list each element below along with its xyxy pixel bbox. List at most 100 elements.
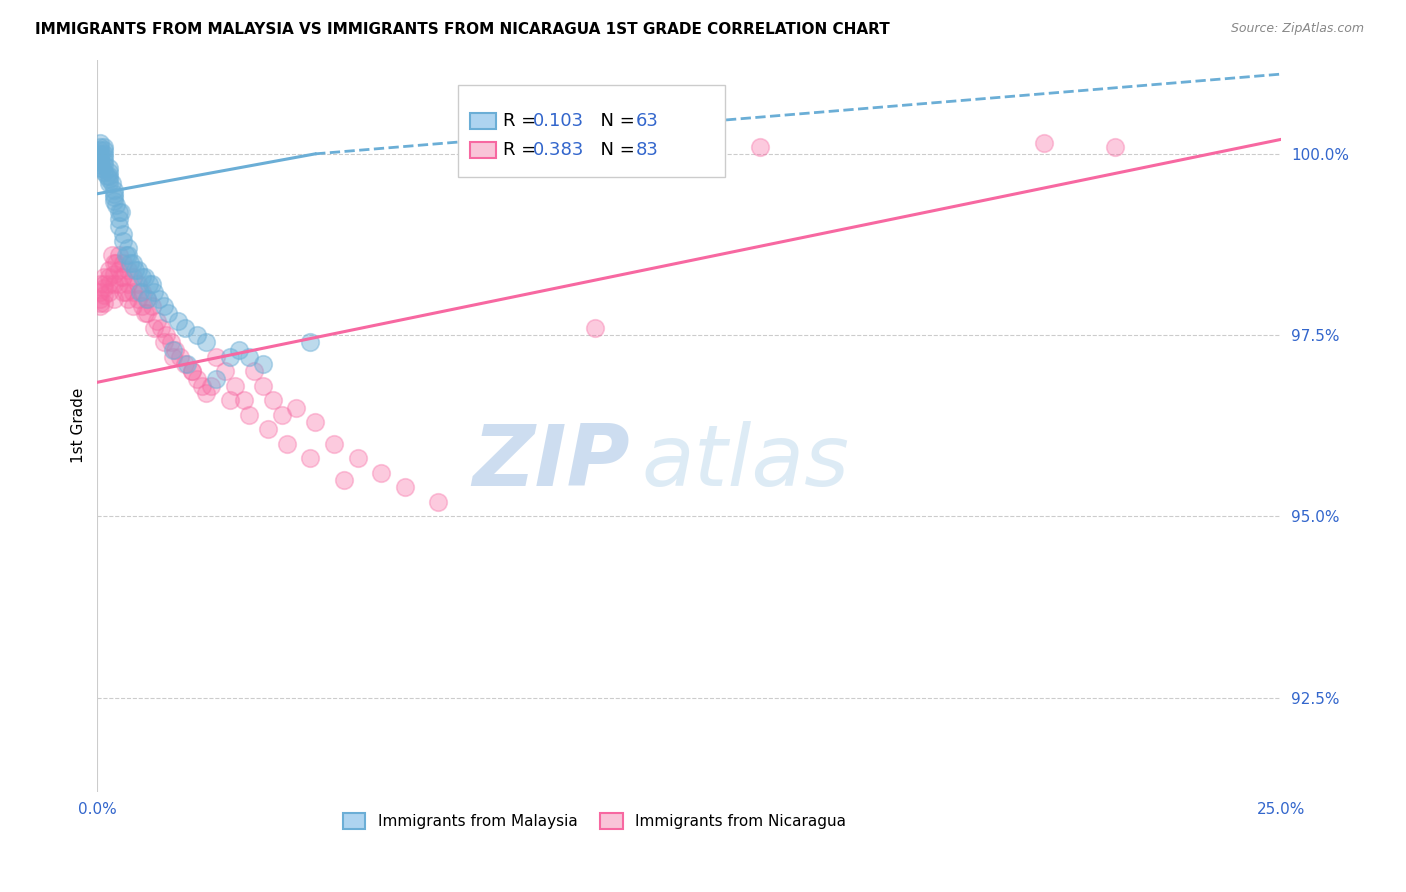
Point [121,299,143,313]
Point [131,299,153,313]
Point [195,335,218,350]
Point [117,248,139,262]
Point [93,277,115,292]
Point [121,255,143,269]
Point [190,379,212,393]
Point [103,183,125,197]
Point [262,393,284,408]
Point [136,292,159,306]
Point [89,151,111,165]
Point [98,169,121,183]
Point [112,234,135,248]
Point [112,270,135,285]
Text: R =: R = [503,112,543,130]
Point [152,335,174,350]
Point [93,139,115,153]
FancyBboxPatch shape [470,113,496,129]
Point [155,328,177,343]
Point [110,270,132,285]
Point [117,241,139,255]
Point [323,437,346,451]
Point [148,292,170,306]
Point [103,277,125,292]
Point [89,158,111,172]
Legend: Immigrants from Malaysia, Immigrants from Nicaragua: Immigrants from Malaysia, Immigrants fro… [336,807,852,836]
Text: atlas: atlas [643,421,849,504]
Point [127,263,149,277]
Point [96,169,118,183]
Point [141,299,163,313]
Text: 63: 63 [636,112,659,130]
Point [427,495,450,509]
Point [276,437,298,451]
Point [103,186,125,201]
Point [131,270,153,285]
Point [157,306,180,320]
Text: N =: N = [589,142,640,160]
Point [238,408,260,422]
Point [89,143,111,157]
Point [93,165,115,179]
Point [143,285,166,299]
Text: 0.103: 0.103 [533,112,583,130]
Y-axis label: 1st Grade: 1st Grade [72,388,86,464]
Point [107,248,129,262]
Point [112,227,135,241]
Point [228,343,250,357]
Point [120,255,142,269]
Point [103,292,125,306]
Point [98,176,121,190]
Point [93,295,115,310]
Point [304,415,326,429]
Point [271,408,294,422]
Point [117,263,139,277]
Text: R =: R = [503,142,543,160]
Point [89,146,111,161]
Point [162,350,184,364]
Point [105,255,128,269]
Point [89,277,111,292]
Point [159,335,181,350]
Point [394,480,416,494]
Point [129,285,152,299]
Point [204,350,226,364]
Point [242,364,264,378]
Point [195,386,218,401]
Point [127,277,149,292]
Point [114,285,136,299]
Point [186,371,208,385]
Point [107,212,129,227]
Point [176,357,198,371]
Point [112,285,135,299]
Point [93,151,115,165]
Point [252,357,274,371]
Point [299,335,322,350]
Text: IMMIGRANTS FROM MALAYSIA VS IMMIGRANTS FROM NICARAGUA 1ST GRADE CORRELATION CHAR: IMMIGRANTS FROM MALAYSIA VS IMMIGRANTS F… [35,22,890,37]
Point [186,328,208,343]
Point [107,263,129,277]
Point [89,299,111,313]
Point [103,190,125,204]
Point [89,154,111,169]
Point [346,451,368,466]
Point [93,281,115,295]
Point [238,350,260,364]
Text: 83: 83 [636,142,659,160]
Point [105,197,128,211]
Point [162,343,184,357]
Point [93,143,115,157]
Point [214,364,236,378]
Point [117,277,139,292]
Point [103,194,125,208]
Point [107,219,129,234]
Point [252,379,274,393]
Point [219,350,242,364]
Point [93,154,115,169]
Point [233,393,256,408]
Point [98,263,121,277]
Point [1033,136,1056,150]
Text: Source: ZipAtlas.com: Source: ZipAtlas.com [1230,22,1364,36]
Point [98,285,121,299]
Point [93,146,115,161]
Point [165,343,187,357]
